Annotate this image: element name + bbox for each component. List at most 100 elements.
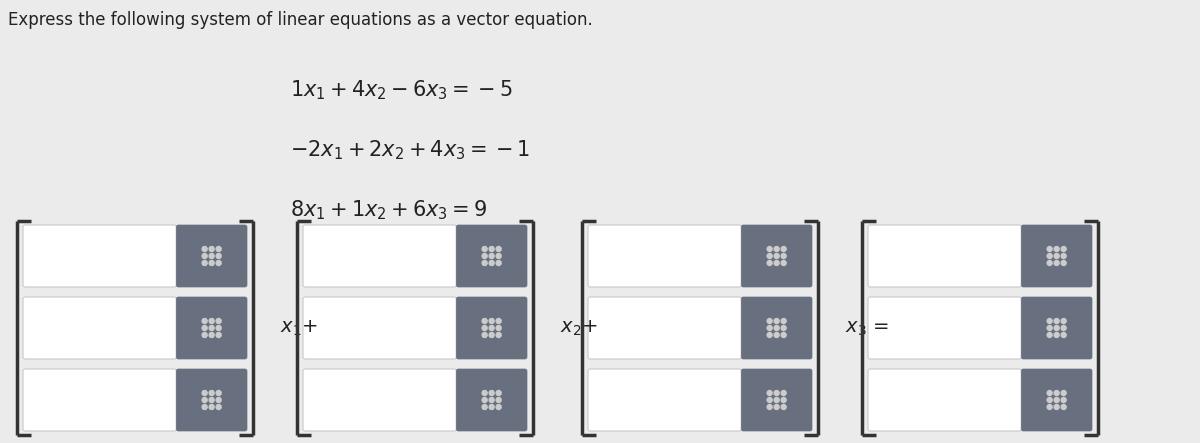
Circle shape bbox=[202, 326, 208, 330]
Circle shape bbox=[774, 246, 779, 252]
FancyBboxPatch shape bbox=[176, 369, 247, 431]
Circle shape bbox=[490, 326, 494, 330]
Circle shape bbox=[482, 319, 487, 323]
Circle shape bbox=[781, 246, 786, 252]
Text: $x_1$+: $x_1$+ bbox=[280, 319, 318, 338]
Circle shape bbox=[496, 253, 502, 259]
Circle shape bbox=[216, 390, 221, 396]
Circle shape bbox=[1054, 246, 1060, 252]
Circle shape bbox=[482, 326, 487, 330]
Circle shape bbox=[774, 319, 779, 323]
Circle shape bbox=[482, 246, 487, 252]
Circle shape bbox=[496, 397, 502, 403]
Circle shape bbox=[490, 253, 494, 259]
Circle shape bbox=[202, 246, 208, 252]
Circle shape bbox=[209, 260, 214, 265]
FancyBboxPatch shape bbox=[1021, 297, 1092, 359]
FancyBboxPatch shape bbox=[588, 369, 742, 431]
Circle shape bbox=[1054, 397, 1060, 403]
FancyBboxPatch shape bbox=[302, 225, 456, 287]
Circle shape bbox=[767, 404, 772, 409]
FancyBboxPatch shape bbox=[742, 297, 812, 359]
FancyBboxPatch shape bbox=[176, 297, 247, 359]
Circle shape bbox=[774, 390, 779, 396]
Circle shape bbox=[774, 404, 779, 409]
Circle shape bbox=[1061, 397, 1066, 403]
FancyBboxPatch shape bbox=[1021, 225, 1092, 287]
Circle shape bbox=[1054, 333, 1060, 338]
Circle shape bbox=[496, 319, 502, 323]
FancyBboxPatch shape bbox=[456, 369, 527, 431]
Circle shape bbox=[1048, 319, 1052, 323]
Text: $x_2$+: $x_2$+ bbox=[560, 319, 598, 338]
Text: $8x_1 + 1x_2 + 6x_3 = 9$: $8x_1 + 1x_2 + 6x_3 = 9$ bbox=[290, 198, 487, 222]
Circle shape bbox=[202, 319, 208, 323]
Circle shape bbox=[209, 326, 214, 330]
FancyBboxPatch shape bbox=[456, 225, 527, 287]
Circle shape bbox=[1054, 326, 1060, 330]
Circle shape bbox=[767, 246, 772, 252]
Circle shape bbox=[202, 253, 208, 259]
Circle shape bbox=[490, 246, 494, 252]
Circle shape bbox=[202, 404, 208, 409]
Circle shape bbox=[767, 397, 772, 403]
Circle shape bbox=[1048, 390, 1052, 396]
Circle shape bbox=[490, 397, 494, 403]
FancyBboxPatch shape bbox=[588, 225, 742, 287]
Circle shape bbox=[482, 390, 487, 396]
Circle shape bbox=[1061, 260, 1066, 265]
FancyBboxPatch shape bbox=[23, 369, 176, 431]
Circle shape bbox=[209, 390, 214, 396]
Circle shape bbox=[496, 246, 502, 252]
Text: Express the following system of linear equations as a vector equation.: Express the following system of linear e… bbox=[8, 11, 593, 29]
FancyBboxPatch shape bbox=[868, 369, 1021, 431]
FancyBboxPatch shape bbox=[23, 297, 176, 359]
Circle shape bbox=[781, 333, 786, 338]
Circle shape bbox=[1061, 326, 1066, 330]
Text: $1x_1 + 4x_2 - 6x_3 = -5$: $1x_1 + 4x_2 - 6x_3 = -5$ bbox=[290, 78, 512, 101]
FancyBboxPatch shape bbox=[23, 225, 176, 287]
Circle shape bbox=[216, 319, 221, 323]
Circle shape bbox=[496, 260, 502, 265]
Text: $-2x_1 + 2x_2 + 4x_3 = -1$: $-2x_1 + 2x_2 + 4x_3 = -1$ bbox=[290, 138, 530, 162]
FancyBboxPatch shape bbox=[742, 369, 812, 431]
FancyBboxPatch shape bbox=[456, 297, 527, 359]
Circle shape bbox=[496, 326, 502, 330]
Circle shape bbox=[490, 333, 494, 338]
Circle shape bbox=[202, 260, 208, 265]
FancyBboxPatch shape bbox=[868, 225, 1021, 287]
Circle shape bbox=[781, 326, 786, 330]
Circle shape bbox=[490, 404, 494, 409]
Circle shape bbox=[781, 404, 786, 409]
Circle shape bbox=[781, 260, 786, 265]
Text: $x_3$ =: $x_3$ = bbox=[845, 319, 889, 338]
Circle shape bbox=[1048, 260, 1052, 265]
Circle shape bbox=[1061, 246, 1066, 252]
Circle shape bbox=[774, 397, 779, 403]
Circle shape bbox=[767, 390, 772, 396]
Circle shape bbox=[482, 260, 487, 265]
FancyBboxPatch shape bbox=[176, 225, 247, 287]
Circle shape bbox=[781, 390, 786, 396]
Circle shape bbox=[1054, 404, 1060, 409]
Circle shape bbox=[1061, 253, 1066, 259]
Circle shape bbox=[209, 404, 214, 409]
Circle shape bbox=[202, 390, 208, 396]
Circle shape bbox=[202, 333, 208, 338]
Circle shape bbox=[202, 397, 208, 403]
Circle shape bbox=[767, 319, 772, 323]
Circle shape bbox=[490, 319, 494, 323]
Circle shape bbox=[482, 253, 487, 259]
Circle shape bbox=[209, 319, 214, 323]
Circle shape bbox=[1048, 246, 1052, 252]
Circle shape bbox=[767, 260, 772, 265]
Circle shape bbox=[1061, 390, 1066, 396]
Circle shape bbox=[482, 404, 487, 409]
Circle shape bbox=[216, 326, 221, 330]
Circle shape bbox=[1061, 319, 1066, 323]
Circle shape bbox=[209, 246, 214, 252]
Circle shape bbox=[216, 333, 221, 338]
Circle shape bbox=[482, 397, 487, 403]
Circle shape bbox=[1054, 260, 1060, 265]
Circle shape bbox=[216, 253, 221, 259]
